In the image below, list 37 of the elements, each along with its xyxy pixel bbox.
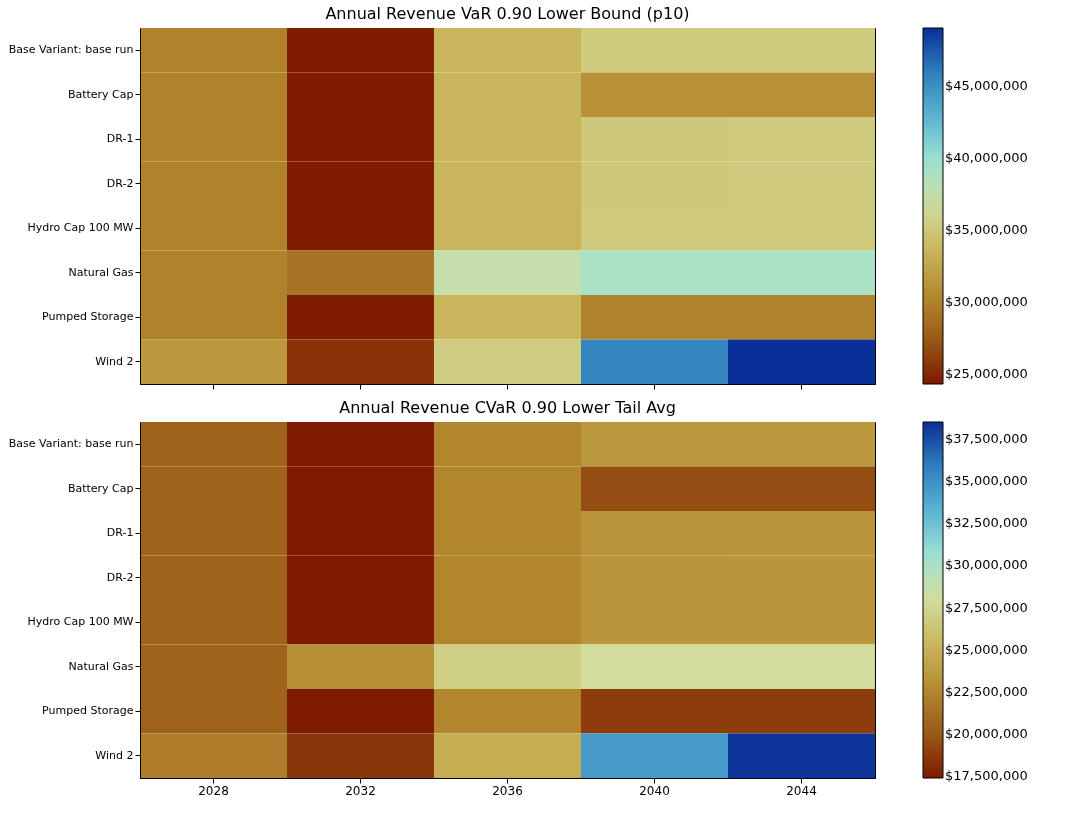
chart-title: Annual Revenue CVaR 0.90 Lower Tail Avg: [339, 398, 676, 417]
color-bar-label: $25,000,000: [945, 365, 1028, 381]
y-tick-label: Wind 2: [95, 354, 134, 368]
color-bar-label: $20,000,000: [945, 726, 1028, 742]
x-tick-label: 2028: [198, 783, 229, 798]
x-tick-label: 2036: [492, 783, 523, 798]
x-tick-label: 2040: [639, 783, 670, 798]
y-tick-label: Battery Cap: [67, 87, 134, 101]
x-tick-label: 2032: [345, 783, 376, 798]
y-tick-label: Wind 2: [95, 748, 134, 762]
color-bar-label: $40,000,000: [945, 149, 1028, 165]
y-tick-label: Natural Gas: [68, 265, 134, 279]
color-bar-label: $35,000,000: [945, 473, 1028, 489]
color-bar-label: $27,500,000: [945, 599, 1028, 615]
color-bar-label: $32,500,000: [945, 515, 1028, 531]
y-tick-label: DR-2: [106, 176, 134, 190]
color-bar-label: $30,000,000: [945, 557, 1028, 573]
color-bar-label: $30,000,000: [945, 293, 1028, 309]
y-tick-label: Pumped Storage: [42, 310, 134, 324]
y-tick-label: Base Variant: base run: [8, 437, 134, 451]
x-tick-label: 2044: [786, 783, 817, 798]
y-tick-label: Natural Gas: [68, 659, 134, 673]
chart-title: Annual Revenue VaR 0.90 Lower Bound (p10): [325, 4, 690, 23]
color-bar-label: $25,000,000: [945, 641, 1028, 657]
color-bar-label: $35,000,000: [945, 221, 1028, 237]
y-tick-label: Pumped Storage: [42, 704, 134, 718]
y-tick-label: Base Variant: base run: [8, 43, 134, 57]
color-bar-label: $37,500,000: [945, 430, 1028, 446]
y-tick-label: Hydro Cap 100 MW: [27, 615, 134, 629]
y-tick-label: Battery Cap: [67, 481, 134, 495]
color-bar-label: $22,500,000: [945, 683, 1028, 699]
y-tick-label: DR-1: [106, 132, 134, 146]
color-bar-label: $17,500,000: [945, 768, 1028, 784]
y-tick-label: DR-1: [106, 526, 134, 540]
color-bar-label: $45,000,000: [945, 77, 1028, 93]
y-tick-label: DR-2: [106, 570, 134, 584]
y-tick-label: Hydro Cap 100 MW: [27, 221, 134, 235]
